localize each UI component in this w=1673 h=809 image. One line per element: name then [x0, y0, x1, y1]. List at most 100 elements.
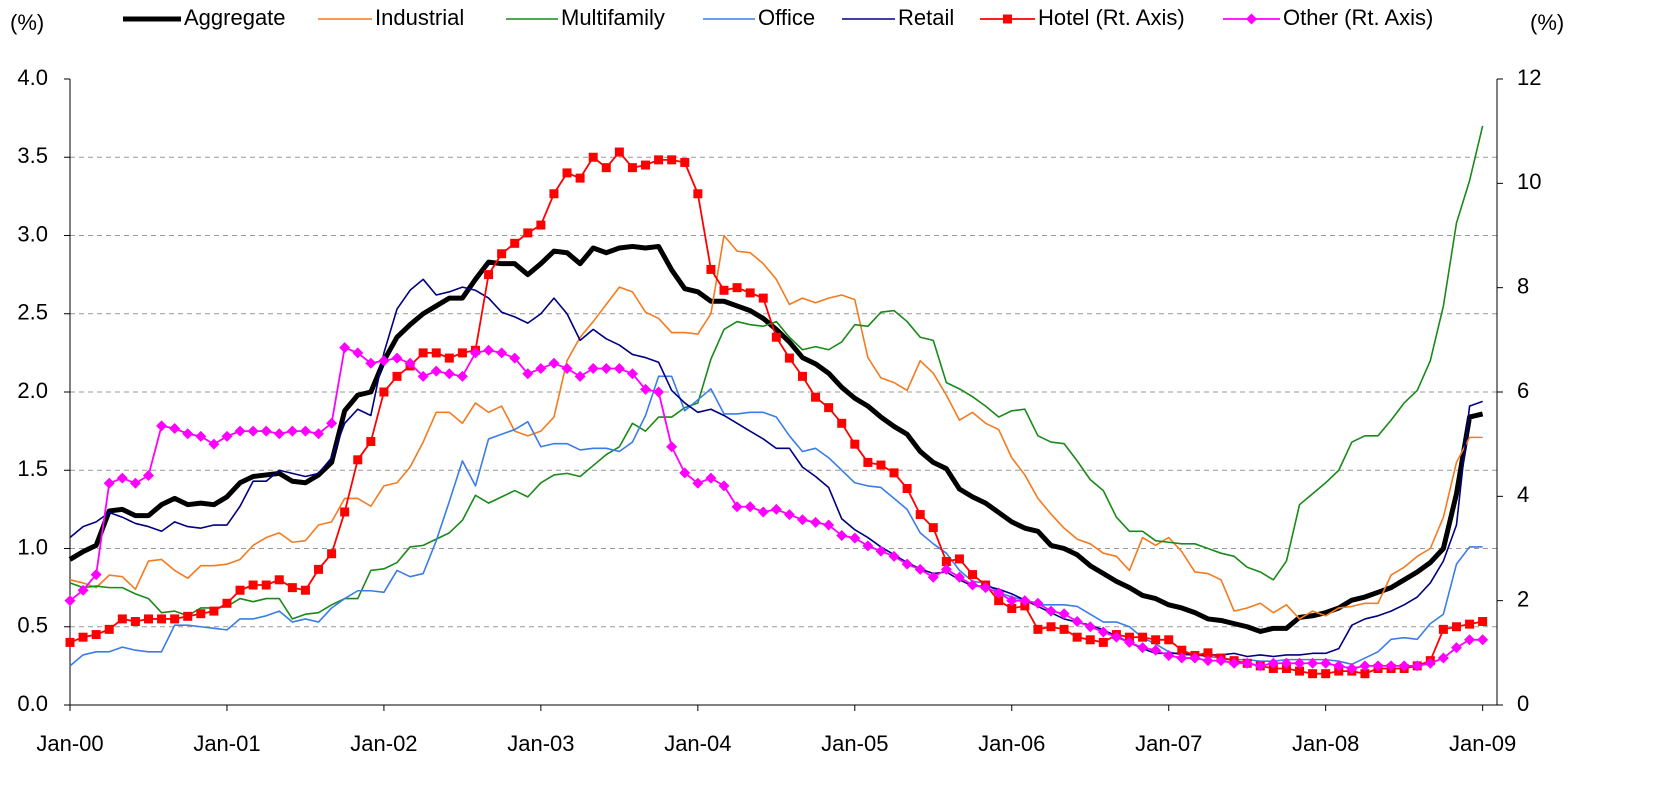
legend-label: Retail: [898, 5, 954, 30]
data-point: [103, 477, 115, 489]
data-point: [1084, 621, 1096, 633]
y2-tick-label: 2: [1517, 586, 1529, 611]
data-point: [692, 477, 704, 489]
y2-tick-label: 6: [1517, 378, 1529, 403]
data-point: [483, 344, 495, 356]
data-point: [65, 637, 75, 647]
series-line: [69, 278, 1483, 658]
data-point: [522, 368, 534, 380]
data-point: [1202, 655, 1214, 667]
x-tick-label: Jan-03: [507, 731, 574, 756]
series-line: [69, 151, 1483, 675]
data-point: [1163, 649, 1175, 661]
data-point: [588, 152, 598, 162]
y-tick-label: 0.5: [17, 613, 48, 638]
data-point: [234, 425, 246, 437]
data-point: [64, 595, 76, 607]
data-point: [850, 439, 860, 449]
data-point: [1215, 655, 1227, 667]
data-point: [1151, 635, 1161, 645]
data-point: [1085, 635, 1095, 645]
data-point: [1033, 624, 1043, 634]
data-point: [248, 580, 258, 590]
data-point: [849, 532, 861, 544]
data-point: [353, 455, 363, 465]
data-point: [641, 160, 651, 170]
data-point: [299, 425, 311, 437]
data-point: [142, 469, 154, 481]
data-point: [417, 370, 429, 382]
data-point: [1465, 619, 1475, 629]
data-point: [469, 347, 481, 359]
data-point: [418, 348, 428, 358]
data-point: [1411, 660, 1423, 672]
data-point: [548, 357, 560, 369]
data-point: [1123, 636, 1135, 648]
data-point: [1203, 648, 1213, 658]
data-point: [574, 370, 586, 382]
series-line: [69, 234, 1483, 620]
data-point: [456, 370, 468, 382]
y2-tick-label: 4: [1517, 482, 1529, 507]
data-point: [1059, 624, 1069, 634]
data-point: [116, 472, 128, 484]
data-point: [718, 480, 730, 492]
data-point: [627, 163, 637, 173]
legend-label: Industrial: [375, 5, 464, 30]
legend-label: Hotel (Rt. Axis): [1038, 5, 1185, 30]
y2-tick-label: 10: [1517, 169, 1541, 194]
data-point: [313, 428, 325, 440]
data-point: [365, 357, 377, 369]
data-point: [1058, 608, 1070, 620]
legend-marker: [1003, 14, 1012, 24]
data-point: [209, 606, 219, 616]
data-point: [510, 238, 520, 248]
y-tick-label: 3.5: [17, 143, 48, 168]
y-tick-label: 0.0: [17, 691, 48, 716]
data-point: [1267, 657, 1279, 669]
data-point: [940, 563, 952, 575]
data-point: [196, 609, 206, 619]
data-point: [221, 430, 233, 442]
data-point: [954, 554, 964, 564]
data-point: [117, 614, 127, 624]
data-point: [222, 598, 232, 608]
data-point: [247, 425, 259, 437]
data-point: [1451, 622, 1461, 632]
data-point: [1295, 666, 1305, 676]
data-point: [587, 363, 599, 375]
data-point: [549, 189, 559, 199]
data-point: [535, 363, 547, 375]
data-point: [352, 347, 364, 359]
data-point: [771, 332, 781, 342]
data-point: [758, 293, 768, 303]
data-point: [888, 550, 900, 562]
data-point: [366, 437, 376, 447]
x-tick-label: Jan-06: [978, 731, 1045, 756]
y-tick-label: 4.0: [17, 65, 48, 90]
data-point: [378, 355, 390, 367]
data-point: [1241, 657, 1253, 669]
legend-label: Aggregate: [184, 5, 286, 30]
data-point: [90, 569, 102, 581]
data-point: [1071, 616, 1083, 628]
y2-tick-label: 8: [1517, 273, 1529, 298]
data-point: [875, 545, 887, 557]
data-point: [797, 371, 807, 381]
data-point: [640, 383, 652, 395]
y-tick-label: 1.0: [17, 534, 48, 559]
data-point: [967, 579, 979, 591]
data-point: [927, 571, 939, 583]
x-tick-label: Jan-01: [193, 731, 260, 756]
data-point: [195, 430, 207, 442]
data-point: [863, 457, 873, 467]
data-point: [1438, 624, 1448, 634]
data-point: [705, 472, 717, 484]
data-point: [183, 611, 193, 621]
data-point: [1360, 669, 1370, 679]
data-point: [836, 529, 848, 541]
data-point: [1437, 652, 1449, 664]
data-point: [561, 363, 573, 375]
y-tick-label: 1.5: [17, 456, 48, 481]
